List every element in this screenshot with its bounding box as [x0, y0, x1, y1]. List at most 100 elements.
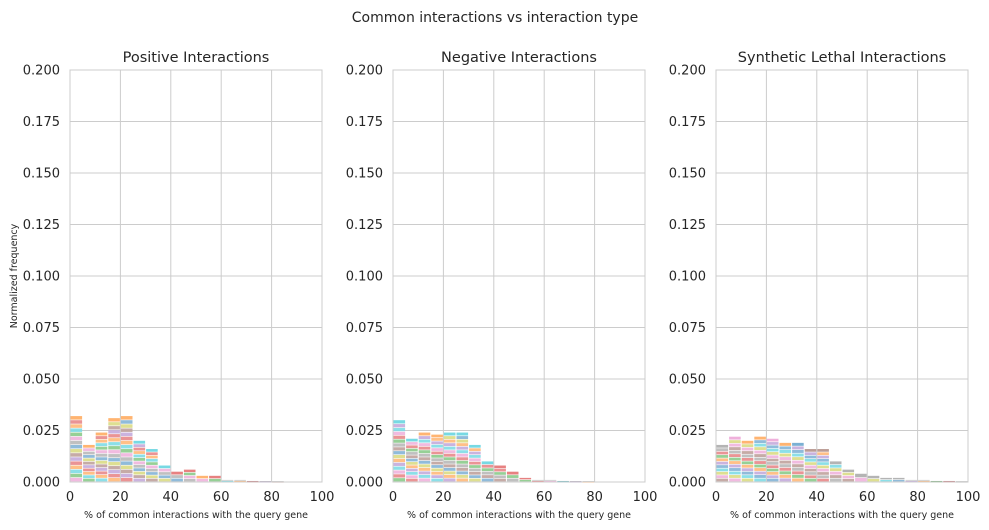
bar-segment — [418, 432, 431, 436]
bar-segment — [133, 451, 146, 454]
bar-segment — [469, 458, 481, 462]
bar-segment — [146, 455, 158, 459]
bar-segment — [431, 465, 443, 468]
x-tick-label: 0 — [66, 490, 74, 505]
bar-segment — [133, 447, 146, 451]
x-tick-label: 40 — [486, 490, 503, 505]
bar-segment — [519, 477, 532, 480]
bar-segment — [842, 478, 855, 482]
y-tick-label: 0.150 — [669, 167, 706, 182]
bar-segment — [494, 478, 506, 482]
y-tick-label: 0.050 — [669, 373, 706, 388]
bar-segment — [892, 477, 905, 480]
y-tick-label: 0.050 — [346, 373, 383, 388]
histogram-bars — [70, 416, 284, 483]
bar-segment — [481, 471, 494, 475]
bar-segment — [70, 453, 83, 457]
bar-segment — [456, 474, 469, 478]
bar-segment — [842, 475, 855, 479]
bar-segment — [741, 475, 754, 478]
bar-segment — [133, 461, 146, 465]
bar-segment — [120, 424, 133, 428]
bar-segment — [146, 468, 158, 472]
bar-segment — [842, 472, 855, 476]
bar-segment — [779, 453, 792, 457]
bar-segment — [766, 448, 779, 452]
bar-segment — [817, 458, 829, 462]
bar-segment — [766, 475, 779, 479]
bar-segment — [955, 481, 968, 482]
bar-segment — [817, 465, 829, 469]
y-tick-label: 0.075 — [669, 321, 706, 336]
bar-segment — [120, 469, 133, 474]
bar-segment — [582, 481, 595, 483]
bar-segment — [418, 478, 431, 482]
bar-segment — [817, 449, 829, 452]
bar-segment — [754, 464, 766, 468]
bar-segment — [443, 453, 456, 457]
y-tick-label: 0.100 — [346, 270, 383, 285]
bar-segment — [95, 450, 108, 454]
bar-segment — [406, 448, 418, 452]
bar-segment — [108, 478, 120, 482]
bar-segment — [158, 475, 171, 479]
bar-segment — [582, 481, 595, 482]
x-tick-label: 20 — [112, 490, 129, 505]
bar-segment — [95, 439, 108, 443]
bar-segment — [146, 458, 158, 462]
bar-segment — [456, 443, 469, 447]
bar-segment — [70, 444, 83, 449]
bar-segment — [443, 450, 456, 454]
bar-segment — [766, 455, 779, 459]
bar-segment — [158, 468, 171, 472]
bar-segment — [83, 465, 95, 468]
y-tick-label: 0.075 — [23, 321, 60, 336]
bar-segment — [418, 464, 431, 468]
x-tick-label: 80 — [263, 490, 280, 505]
bar-segment — [418, 460, 431, 464]
bar-segment — [842, 469, 855, 473]
bar-segment — [729, 461, 741, 464]
bar-segment — [146, 472, 158, 475]
bar-segment — [557, 480, 569, 482]
bar-segment — [729, 464, 741, 468]
bar-segment — [146, 462, 158, 465]
bar-segment — [108, 434, 120, 438]
bar-segment — [406, 468, 418, 472]
bar-segment — [393, 478, 406, 482]
y-tick-label: 0.125 — [346, 218, 383, 233]
bar-segment — [133, 475, 146, 478]
bar-segment — [406, 458, 418, 462]
bar-segment — [741, 454, 754, 458]
bar-segment — [741, 471, 754, 475]
bar-segment — [918, 479, 930, 481]
panel-1: 0.000 0.025 0.050 0.075 0.100 0.125 0.150 0.175… — [23, 50, 335, 521]
panel-2: 0.000 0.025 0.050 0.075 0.100 0.125 0.150 0.175… — [346, 50, 658, 521]
bar-segment — [418, 439, 431, 443]
bar-segment — [716, 478, 729, 482]
bar-segment — [108, 430, 120, 434]
bar-segment — [431, 468, 443, 472]
bar-segment — [108, 450, 120, 454]
figure-suptitle: Common interactions vs interaction type — [352, 10, 638, 26]
bar-segment — [804, 455, 817, 459]
bar-segment — [83, 455, 95, 458]
bar-segment — [196, 475, 209, 479]
bar-segment — [393, 447, 406, 451]
panel-title: Negative Interactions — [441, 50, 597, 66]
bar-segment — [792, 471, 804, 475]
bar-segment — [272, 481, 284, 483]
bar-segment — [171, 478, 183, 482]
bar-segment — [456, 439, 469, 443]
bar-segment — [804, 452, 817, 456]
bar-segment — [95, 474, 108, 478]
bar-segment — [494, 475, 506, 479]
bar-segment — [892, 479, 905, 482]
bar-segment — [183, 469, 196, 473]
bar-segment — [393, 454, 406, 459]
bar-segment — [494, 468, 506, 472]
bar-segment — [95, 478, 108, 482]
x-tick-label: 0 — [712, 490, 720, 505]
bar-segment — [108, 470, 120, 474]
bar-segment — [83, 444, 95, 448]
